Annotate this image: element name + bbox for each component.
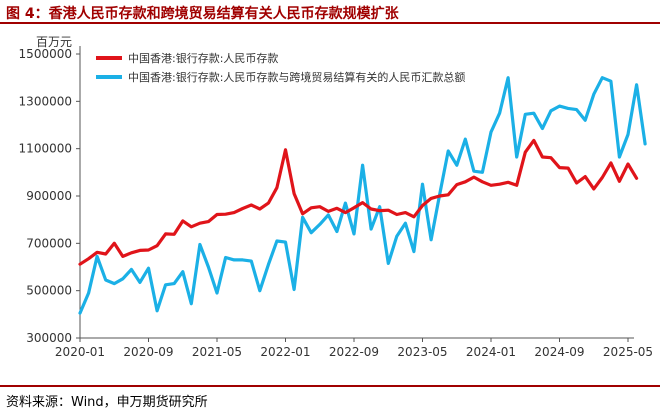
- source-note: 资料来源：Wind，申万期货研究所: [6, 395, 208, 410]
- x-tick-label: 2022-01: [260, 345, 310, 359]
- series-line-1: [78, 138, 639, 266]
- x-tick-label: 2021-05: [192, 345, 242, 359]
- figure-title: 图 4：香港人民币存款和跨境贸易结算有关人民币存款规模扩张: [6, 6, 399, 22]
- y-tick-label: 300000: [26, 331, 72, 345]
- x-tick-label: 2020-09: [123, 345, 173, 359]
- legend-label-1: 中国香港:银行存款:人民币存款: [128, 51, 278, 65]
- x-tick-label: 2023-05: [397, 345, 447, 359]
- y-axis-unit: 百万元: [36, 35, 72, 49]
- x-tick-label: 2020-01: [55, 345, 105, 359]
- y-tick-label: 1100000: [19, 142, 72, 156]
- source-bar: 资料来源：Wind，申万期货研究所: [0, 385, 660, 410]
- figure-title-bar: 图 4：香港人民币存款和跨境贸易结算有关人民币存款规模扩张: [0, 0, 660, 24]
- x-tick-label: 2022-09: [329, 345, 379, 359]
- x-tick-label: 2024-09: [534, 345, 584, 359]
- y-tick-label: 900000: [26, 189, 72, 203]
- y-tick-label: 1500000: [19, 47, 72, 61]
- x-tick-label: 2025-05: [603, 345, 653, 359]
- y-tick-label: 500000: [26, 284, 72, 298]
- y-tick-label: 700000: [26, 236, 72, 250]
- legend-label-2: 中国香港:银行存款:人民币存款与跨境贸易结算有关的人民币汇款总额: [128, 70, 465, 84]
- y-tick-label: 1300000: [19, 94, 72, 108]
- series-line-2: [78, 76, 647, 315]
- x-tick-label: 2024-01: [466, 345, 516, 359]
